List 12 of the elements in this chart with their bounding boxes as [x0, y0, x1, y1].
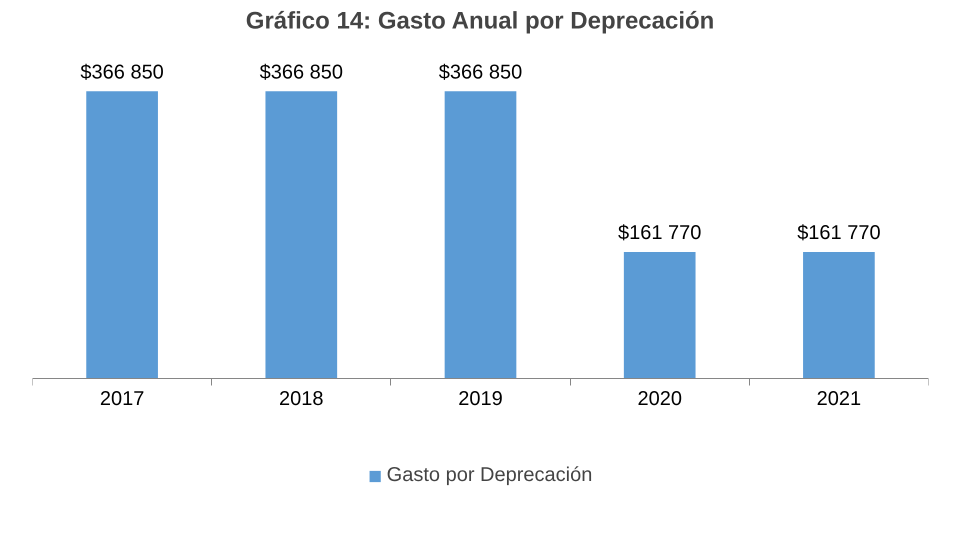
legend-label: Gasto por Deprecación — [386, 464, 592, 487]
x-tick-label: 2018 — [279, 388, 324, 410]
data-label: $366 850 — [438, 61, 522, 84]
data-label: $366 850 — [80, 61, 164, 84]
x-tick-label: 2019 — [458, 388, 503, 410]
data-label: $366 850 — [260, 61, 344, 84]
data-label: $161 770 — [797, 222, 881, 244]
data-label: $161 770 — [618, 222, 702, 244]
x-tick-label: 2021 — [816, 388, 862, 410]
x-tick-label: 2017 — [100, 388, 144, 410]
x-tick-label: 2020 — [637, 388, 682, 410]
chart-title: Gráfico 14: Gasto Anual por Deprecación — [246, 8, 714, 34]
